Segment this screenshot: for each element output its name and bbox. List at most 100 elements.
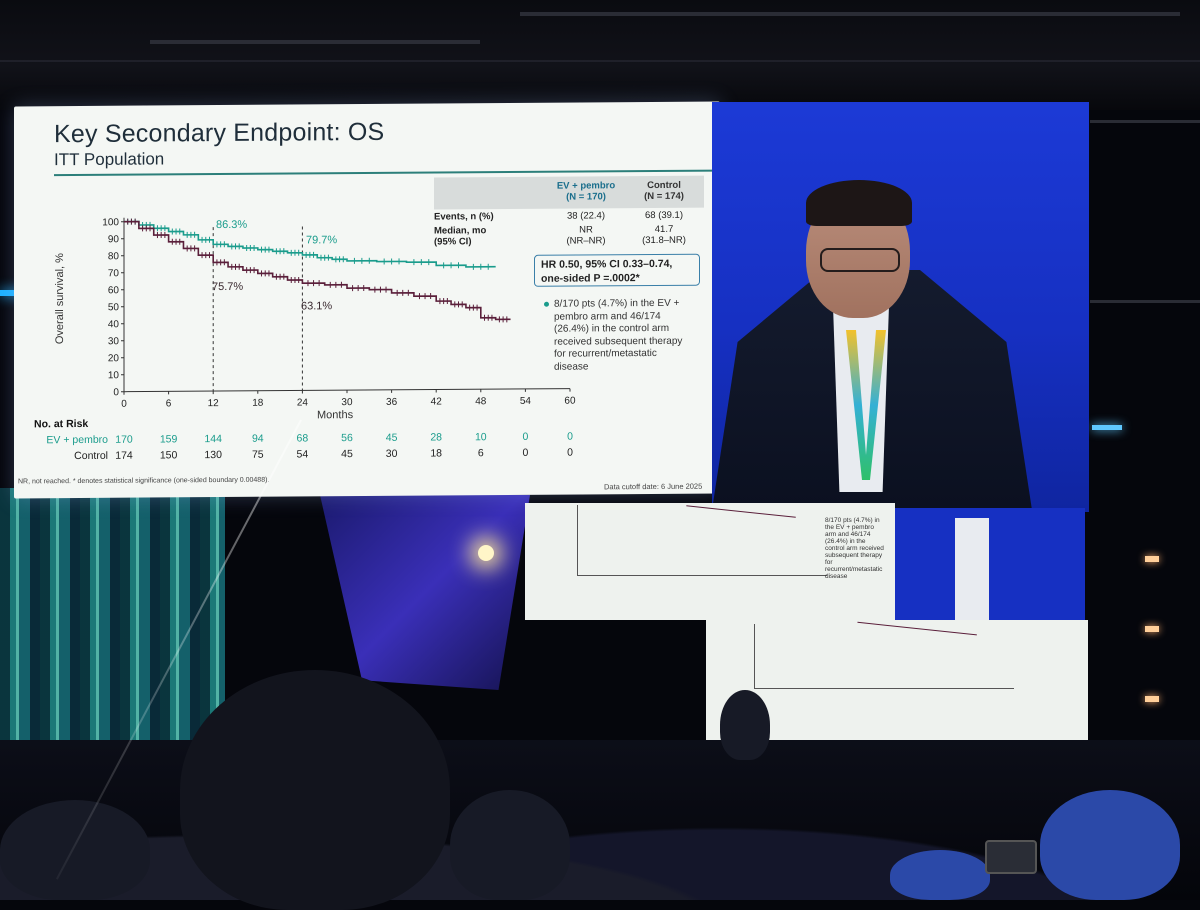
audience-head (890, 850, 990, 900)
risk-ev-value: 144 (201, 433, 225, 445)
side-truss (1090, 120, 1200, 123)
median-ev-value: NR (546, 224, 626, 236)
risk-ev-value: 0 (558, 430, 582, 442)
risk-ev-value: 10 (469, 431, 493, 443)
venue-ceiling (0, 0, 1200, 110)
y-tick-label: 40 (108, 319, 120, 330)
data-cutoff: Data cutoff date: 6 June 2025 (604, 482, 702, 492)
mini-curve (684, 505, 796, 537)
risk-ev-value: 0 (513, 431, 537, 443)
x-tick-label: 24 (297, 397, 309, 408)
audience-head (720, 690, 770, 760)
y-tick-label: 0 (113, 387, 119, 398)
main-slide: Key Secondary Endpoint: OS ITT Populatio… (14, 102, 720, 499)
mini-note: 8/170 pts (4.7%) in the EV + pembro arm … (825, 517, 885, 580)
row-median-label: Median, mo (95% CI) (434, 225, 486, 247)
mini-axis (577, 575, 827, 576)
risk-ev-value: 56 (335, 432, 359, 444)
hr-line-2: one-sided P =.0002* (541, 271, 693, 286)
risk-control-value: 54 (290, 448, 314, 460)
x-tick-label: 54 (520, 396, 532, 407)
stage-lamp (478, 545, 494, 561)
subsequent-therapy-note: 8/170 pts (4.7%) in the EV + pembro arm … (554, 298, 694, 374)
y-axis-label: Overall survival, % (54, 253, 66, 344)
speaker-glasses (820, 248, 900, 272)
y-tick-label: 50 (108, 302, 120, 313)
ceiling-truss (520, 12, 1180, 16)
x-tick-label: 12 (208, 398, 220, 409)
median-ev-ci: (NR–NR) (546, 235, 626, 247)
phone-screen (985, 840, 1037, 874)
ev-12-month-label: 86.3% (216, 219, 247, 231)
ev-24-month-label: 79.7% (306, 234, 337, 246)
y-tick-label: 80 (108, 251, 120, 262)
y-tick-label: 30 (108, 336, 120, 347)
reflected-slide: 8/170 pts (4.7%) in the EV + pembro arm … (525, 503, 895, 620)
speaker-hair (806, 180, 912, 226)
x-tick-label: 60 (564, 396, 576, 407)
hazard-ratio-box: HR 0.50, 95% CI 0.33–0.74, one-sided P =… (534, 254, 700, 287)
col-ev-label: EV + pembro (546, 180, 626, 192)
risk-control-value: 6 (469, 447, 493, 459)
median-ci-label: (95% CI) (434, 236, 486, 247)
risk-ev-value: 28 (424, 431, 448, 443)
col-control-n: (N = 174) (626, 191, 702, 203)
stage-structure (320, 495, 530, 690)
risk-control-value: 45 (335, 448, 359, 460)
table-col-ev: EV + pembro (N = 170) (546, 180, 626, 203)
median-control-ci: (31.8–NR) (626, 235, 702, 247)
x-tick-label: 6 (166, 398, 172, 409)
risk-control-value: 130 (201, 449, 225, 461)
stage-light (1145, 626, 1159, 632)
risk-control-label: Control (28, 450, 108, 463)
median-control-value: 41.7 (626, 224, 702, 236)
audience-head (180, 670, 450, 910)
stage-light (1145, 556, 1159, 562)
risk-control-value: 0 (513, 447, 537, 459)
risk-control-value: 75 (246, 449, 270, 461)
mini-speaker-shirt (955, 518, 989, 626)
x-tick-label: 36 (386, 397, 398, 408)
row-events-control: 68 (39.1) (626, 210, 702, 222)
risk-ev-label: EV + pembro (28, 434, 108, 447)
mini-axis (577, 505, 578, 575)
hr-line-1: HR 0.50, 95% CI 0.33–0.74, (541, 257, 693, 272)
risk-control-value: 150 (157, 449, 181, 461)
risk-control-value: 30 (380, 448, 404, 460)
risk-ev-value: 159 (157, 433, 181, 445)
audience-head (1040, 790, 1180, 900)
risk-control-value: 174 (112, 450, 136, 462)
mini-curve (855, 622, 977, 657)
stage-light (1092, 425, 1122, 430)
y-tick-label: 100 (102, 217, 119, 228)
table-col-control: Control (N = 174) (626, 180, 702, 203)
row-events-ev: 38 (22.4) (546, 210, 626, 222)
control-12-month-label: 75.7% (212, 281, 243, 293)
mini-axis (754, 624, 755, 688)
col-control-label: Control (626, 180, 702, 192)
x-tick-label: 0 (121, 399, 127, 410)
y-tick-label: 10 (108, 370, 120, 381)
row-median-ev: NR (NR–NR) (546, 224, 626, 247)
risk-ev-value: 45 (380, 432, 404, 444)
y-tick-label: 20 (108, 353, 120, 364)
x-tick-label: 18 (252, 398, 264, 409)
audience-head (0, 800, 150, 900)
risk-control-value: 18 (424, 447, 448, 459)
row-events-label: Events, n (%) (434, 211, 494, 222)
x-tick-label: 30 (341, 397, 353, 408)
risk-header: No. at Risk (34, 418, 88, 430)
col-ev-n: (N = 170) (546, 191, 626, 203)
stage-light (1145, 696, 1159, 702)
audience-head (450, 790, 570, 900)
ceiling-truss (0, 60, 1200, 62)
y-tick-label: 90 (108, 234, 120, 245)
ceiling-truss (150, 40, 480, 44)
x-axis-label: Months (317, 409, 353, 421)
row-median-control: 41.7 (31.8–NR) (626, 224, 702, 247)
mini-axis (754, 688, 1014, 689)
risk-ev-value: 170 (112, 434, 136, 446)
side-truss (1090, 300, 1200, 303)
control-24-month-label: 63.1% (301, 300, 332, 312)
